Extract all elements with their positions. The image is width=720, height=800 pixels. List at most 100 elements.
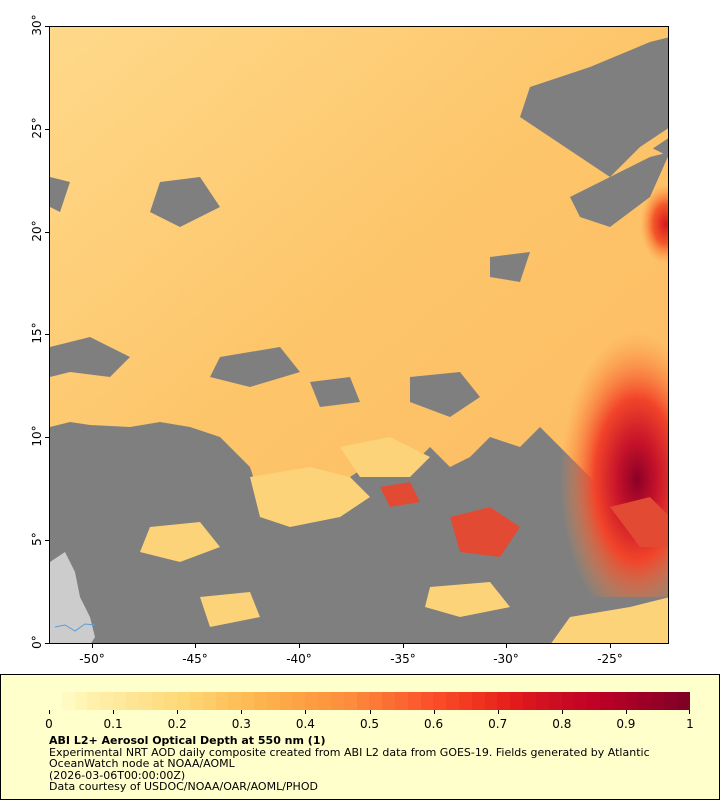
colorbar-segment: [599, 692, 613, 710]
colorbar-segment: [318, 692, 331, 710]
colorbar-segment: [74, 692, 88, 710]
legend-timestamp: (2026-03-06T00:00:00Z): [49, 768, 186, 782]
colorbar-ticks: [49, 710, 690, 718]
colorbar-tick: [241, 710, 243, 714]
colorbar-label: 0.1: [103, 717, 123, 731]
colorbar-segment: [254, 692, 267, 710]
colorbar-segment: [510, 692, 524, 710]
colorbar-segment: [587, 692, 600, 710]
lon-tick-mark: [195, 644, 196, 648]
colorbar-tick: [561, 710, 563, 714]
land-south-america: [50, 552, 95, 643]
colorbar-label: 0: [45, 717, 53, 731]
colorbar-segment: [535, 692, 549, 710]
colorbar-segment: [638, 692, 652, 710]
colorbar-segment: [215, 692, 229, 710]
colorbar-label: 0.6: [424, 717, 444, 731]
lon-tick-label: -40°: [286, 652, 312, 666]
southern-high-aod: [380, 482, 668, 557]
colorbar-segment: [369, 692, 383, 710]
colorbar-segment: [394, 692, 408, 710]
aod-map-image: [50, 27, 668, 643]
colorbar-label: 0.7: [488, 717, 508, 731]
colorbar-tick: [305, 710, 307, 714]
colorbar-segment: [548, 692, 562, 710]
lat-tick-mark: [45, 129, 49, 130]
colorbar-segment: [523, 692, 536, 710]
colorbar-segment: [497, 692, 511, 710]
colorbar-labels: 0 0.1 0.2 0.3 0.4 0.5 0.6 0.7 0.8 0.9 1: [45, 714, 694, 731]
colorbar-segment: [113, 692, 126, 710]
colorbar-segment: [382, 692, 395, 710]
lat-tick-mark: [45, 26, 49, 27]
colorbar-segment: [446, 692, 459, 710]
colorbar-segment: [228, 692, 242, 710]
lon-tick-mark: [506, 644, 507, 648]
colorbar-segment: [343, 692, 357, 710]
colorbar-segment: [49, 692, 62, 710]
lon-tick-mark: [299, 644, 300, 648]
colorbar-tick: [113, 710, 115, 714]
lon-tick-label: -35°: [390, 652, 416, 666]
colorbar-segment: [61, 692, 75, 710]
colorbar-label: 1: [686, 717, 694, 731]
lat-tick-label: 0°: [30, 635, 44, 649]
southern-patches: [140, 437, 668, 643]
colorbar-tick: [689, 710, 690, 714]
colorbar-segment: [279, 692, 293, 710]
legend-text: ABI L2+ Aerosol Optical Depth at 550 nm …: [49, 735, 709, 793]
colorbar-segment: [241, 692, 254, 710]
lon-tick-mark: [610, 644, 611, 648]
legend-description: Experimental NRT AOD daily composite cre…: [49, 745, 650, 759]
colorbar-segment: [202, 692, 216, 710]
colorbar-segment: [177, 692, 190, 710]
legend-description-cont: OceanWatch node at NOAA/AOML: [49, 757, 235, 770]
colorbar-segment: [433, 692, 447, 710]
colorbar-tick: [49, 710, 50, 714]
colorbar-segment: [484, 692, 498, 710]
colorbar-label: 0.2: [167, 717, 187, 731]
lat-tick-label: 15°: [30, 322, 44, 344]
colorbar-segment: [356, 692, 370, 710]
colorbar-segment: [676, 692, 690, 710]
colorbar-segment: [651, 692, 664, 710]
lat-tick-mark: [45, 540, 49, 541]
colorbar-segment: [574, 692, 588, 710]
colorbar-label: 0.9: [616, 717, 636, 731]
lon-tick-label: -25°: [597, 652, 623, 666]
colorbar-segment: [407, 692, 421, 710]
colorbar: [49, 692, 690, 710]
aod-map: [49, 26, 669, 644]
lat-tick-label: 5°: [30, 532, 44, 546]
colorbar-tick: [369, 710, 371, 714]
colorbar-segment: [664, 692, 677, 710]
colorbar-tick: [433, 710, 435, 714]
colorbar-tick: [625, 710, 627, 714]
colorbar-segment: [561, 692, 575, 710]
colorbar-label: 0.4: [295, 717, 315, 731]
colorbar-segment: [100, 692, 114, 710]
lon-tick-label: -50°: [79, 652, 105, 666]
colorbar-segment: [189, 692, 203, 710]
colorbar-segment: [612, 692, 626, 710]
lon-tick-mark: [92, 644, 93, 648]
colorbar-segment: [292, 692, 306, 710]
lat-tick-label: 10°: [30, 425, 44, 447]
colorbar-tick: [177, 710, 179, 714]
cloud-gaps: [50, 37, 668, 417]
colorbar-label: 0.8: [552, 717, 572, 731]
lon-tick-label: -45°: [182, 652, 208, 666]
colorbar-segment: [330, 692, 344, 710]
colorbar-segment: [420, 692, 434, 710]
colorbar-segment: [459, 692, 472, 710]
colorbar-label: 0.3: [231, 717, 251, 731]
colorbar-segment: [266, 692, 280, 710]
colorbar-label: 0.5: [359, 717, 380, 731]
lon-tick-label: -30°: [493, 652, 519, 666]
colorbar-segment: [151, 692, 165, 710]
colorbar-segment: [471, 692, 485, 710]
legend-title: ABI L2+ Aerosol Optical Depth at 550 nm …: [49, 734, 326, 747]
lat-tick-mark: [45, 334, 49, 335]
lat-tick-label: 20°: [30, 220, 44, 242]
legend-panel: 0 0.1 0.2 0.3 0.4 0.5 0.6 0.7 0.8 0.9 1 ABI L2+ Ae…: [0, 674, 720, 800]
